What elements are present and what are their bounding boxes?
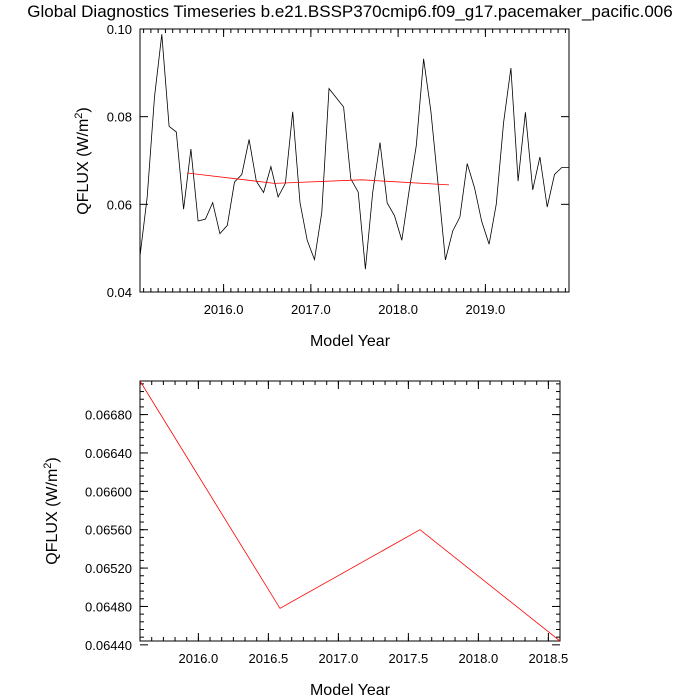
monthly-qflux-line <box>139 34 569 270</box>
top-series-lines <box>139 34 569 270</box>
bottom-x-axis-label: Model Year <box>310 682 391 699</box>
x-tick-label: 2017.0 <box>291 302 331 317</box>
top-x-axis-label: Model Year <box>310 333 391 350</box>
y-tick-label: 0.06480 <box>85 599 132 614</box>
x-tick-label: 2018.5 <box>528 651 568 666</box>
y-tick-label: 0.10 <box>107 22 132 37</box>
y-tick-label: 0.06640 <box>85 446 132 461</box>
bottom-plot-frame <box>139 380 561 642</box>
x-tick-label: 2019.0 <box>466 302 506 317</box>
bottom-axis-ticks <box>139 381 560 646</box>
bottom-y-axis-label: QFLUX (W/m2) <box>42 457 61 564</box>
x-tick-label: 2016.0 <box>204 302 244 317</box>
bottom-trend-panel: 2016.0 2016.5 2017.0 2017.5 2018.0 2018.5 0.06… <box>42 380 568 699</box>
x-tick-label: 2017.5 <box>388 651 428 666</box>
top-y-axis-label: QFLUX (W/m2) <box>73 107 92 214</box>
y-tick-label: 0.06680 <box>85 408 132 423</box>
x-tick-label: 2016.0 <box>178 651 218 666</box>
bottom-series-lines <box>139 380 561 642</box>
y-tick-label: 0.06560 <box>85 523 132 538</box>
y-tick-label: 0.06520 <box>85 561 132 576</box>
y-tick-label: 0.04 <box>107 285 132 300</box>
top-plot-frame <box>139 28 570 293</box>
bottom-tick-labels: 2016.0 2016.5 2017.0 2017.5 2018.0 2018.5 0.06… <box>85 408 568 666</box>
annual-mean-line <box>187 172 450 186</box>
y-tick-label: 0.06 <box>107 197 132 212</box>
x-tick-label: 2018.0 <box>458 651 498 666</box>
y-tick-label: 0.06600 <box>85 484 132 499</box>
x-tick-label: 2018.0 <box>378 302 418 317</box>
y-tick-label: 0.08 <box>107 110 132 125</box>
y-tick-label: 0.06440 <box>85 638 132 653</box>
x-tick-label: 2017.0 <box>318 651 358 666</box>
x-tick-label: 2016.5 <box>248 651 288 666</box>
top-tick-labels: 2016.0 2017.0 2018.0 2019.0 0.04 0.06 0.08 0.10 <box>107 22 506 317</box>
top-timeseries-panel: 2016.0 2017.0 2018.0 2019.0 0.04 0.06 0.08 0.10… <box>73 22 570 350</box>
figure-title: Global Diagnostics Timeseries b.e21.BSSP… <box>27 2 672 21</box>
top-axis-ticks <box>140 28 569 293</box>
annual-mean-line <box>139 380 561 642</box>
